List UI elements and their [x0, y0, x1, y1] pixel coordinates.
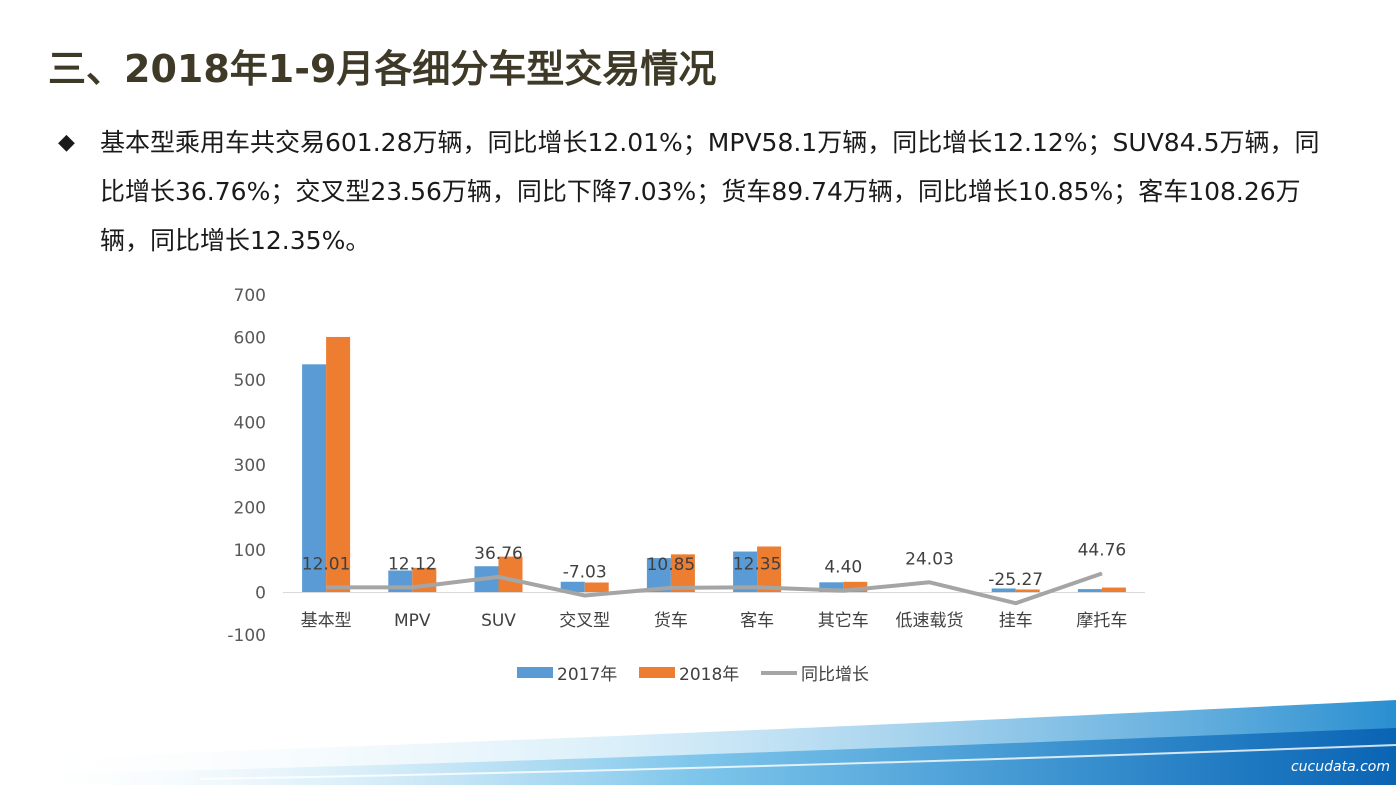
bar-2018年	[326, 336, 351, 593]
growth-series-line	[326, 571, 1103, 606]
bar-2018年	[1015, 589, 1040, 593]
growth-point	[325, 586, 327, 588]
growth-line	[325, 571, 1103, 606]
bar-2018年	[757, 546, 782, 593]
data-label: 44.76	[1078, 540, 1127, 560]
data-labels: 12.01 12.12 36.76 -7.03 10.85 12.35 4.40 24.03 -…	[302, 540, 1126, 590]
bar-2017年	[302, 364, 327, 593]
bar-2017年	[991, 588, 1016, 593]
growth-point	[1015, 602, 1017, 604]
legend-item: 同比增长	[761, 665, 869, 685]
y-tick-label: 700	[234, 286, 266, 306]
bar-2017年	[1077, 589, 1102, 593]
x-tick-label: 基本型	[301, 611, 352, 631]
data-label: 4.40	[824, 558, 862, 578]
growth-point	[584, 594, 586, 596]
data-label: 12.12	[388, 554, 437, 574]
bar-group	[302, 336, 1126, 593]
bar-2017年	[560, 581, 585, 593]
legend-label: 2017年	[557, 665, 617, 685]
bar-2018年	[1101, 587, 1126, 593]
growth-point	[842, 590, 844, 592]
growth-point	[498, 576, 499, 578]
x-tick-label: 低速载货	[896, 611, 964, 631]
y-tick-label: 400	[234, 414, 266, 434]
x-tick-label: 交叉型	[559, 611, 610, 631]
summary-paragraph: ◆ 基本型乘用车共交易601.28万辆，同比增长12.01%；MPV58.1万辆…	[58, 118, 1338, 265]
legend: 2017年 2018年 同比增长	[517, 665, 869, 685]
legend-item: 2018年	[639, 665, 739, 685]
growth-point	[670, 587, 672, 589]
bar-2018年	[584, 582, 609, 593]
x-tick-label: MPV	[394, 611, 431, 631]
x-tick-label: 客车	[740, 611, 774, 631]
legend-item: 2017年	[517, 665, 617, 685]
footer-logo: cucudata.com	[1290, 759, 1390, 775]
x-tick-label: 挂车	[999, 611, 1033, 631]
bar-2018年	[498, 556, 523, 593]
x-tick-label: SUV	[481, 611, 516, 631]
bar-2017年	[819, 582, 844, 593]
summary-text: 基本型乘用车共交易601.28万辆，同比增长12.01%；MPV58.1万辆，同…	[100, 128, 1320, 255]
y-tick-label: 0	[255, 584, 266, 604]
y-tick-label: 500	[234, 371, 266, 391]
data-label: 24.03	[905, 549, 954, 569]
growth-point	[1101, 572, 1103, 574]
legend-label: 2018年	[679, 665, 739, 685]
page-title: 三、2018年1-9月各细分车型交易情况	[48, 47, 717, 91]
x-tick-label: 其它车	[818, 611, 869, 631]
legend-label: 同比增长	[801, 665, 869, 685]
growth-point	[756, 586, 758, 588]
legend-swatch	[517, 667, 553, 678]
x-axis: 基本型 MPV SUV 交叉型 货车 客车 其它车 低速载货 挂车 摩托车	[301, 611, 1128, 631]
growth-point	[929, 581, 930, 583]
diamond-bullet-icon: ◆	[58, 130, 75, 155]
data-label: 10.85	[647, 555, 696, 575]
x-tick-label: 摩托车	[1076, 611, 1127, 631]
y-axis: 700 600 500 400 300 200 100 0 -100	[227, 286, 266, 646]
y-tick-label: -100	[227, 626, 266, 646]
y-tick-label: 600	[234, 329, 266, 349]
data-label: 36.76	[474, 544, 523, 564]
growth-point	[411, 586, 413, 588]
data-label: 12.01	[302, 554, 351, 574]
data-label: 12.35	[733, 554, 782, 574]
bar-2018年	[843, 581, 868, 593]
y-tick-label: 300	[234, 456, 266, 476]
data-label: -7.03	[563, 562, 607, 582]
data-label: -25.27	[988, 570, 1043, 590]
y-tick-label: 100	[234, 541, 266, 561]
legend-swatch	[639, 667, 675, 678]
x-tick-label: 货车	[654, 611, 688, 631]
y-tick-label: 200	[234, 499, 266, 519]
